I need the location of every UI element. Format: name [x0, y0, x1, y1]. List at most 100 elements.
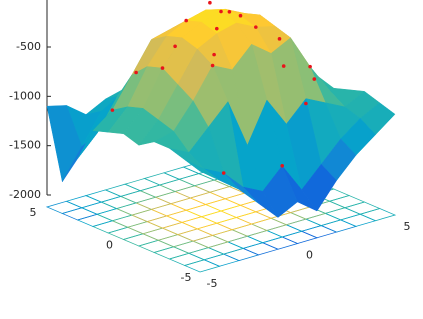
floor-contour: [100, 195, 138, 210]
floor-contour: [104, 183, 142, 197]
floor-contour: [230, 223, 269, 237]
scatter-point: [304, 101, 308, 106]
floor-contour: [176, 228, 214, 242]
scatter-point: [312, 77, 317, 81]
floor-contour: [172, 240, 210, 254]
z-tick-label: -1000: [9, 89, 41, 102]
scatter-point: [227, 10, 232, 14]
surface-cell: [184, 159, 220, 181]
floor-contour: [61, 207, 99, 221]
x-tick-label: 0: [306, 249, 313, 262]
floor-contour: [289, 206, 327, 220]
floor-contour: [168, 252, 206, 266]
scatter-point: [238, 13, 243, 18]
floor-contour: [328, 195, 366, 209]
scatter-point: [280, 164, 285, 168]
scatter-point: [134, 70, 138, 75]
x-tick-label: 5: [404, 220, 411, 233]
floor-contour: [242, 242, 280, 256]
z-tick-label: -500: [16, 40, 41, 53]
floor-contour: [158, 178, 196, 192]
floor-contour: [203, 253, 241, 267]
floor-contour: [130, 208, 168, 223]
floor-contour: [320, 219, 358, 233]
floor-contour: [126, 221, 164, 235]
floor-contour: [261, 236, 299, 250]
y-tick-label: 5: [30, 206, 37, 219]
floor-contour: [169, 197, 207, 211]
floor-contour: [196, 222, 234, 236]
floor-contour: [154, 191, 192, 205]
floor-contour: [235, 211, 273, 225]
floor-contour: [107, 226, 145, 240]
floor-contour: [226, 235, 264, 249]
floor-contour: [165, 209, 203, 223]
floor-contour: [215, 217, 253, 231]
floor-contour: [219, 204, 257, 218]
floor-contour: [150, 203, 188, 217]
floor-contour: [122, 233, 160, 247]
floor-contour: [134, 196, 173, 210]
floor-contour: [119, 190, 157, 204]
floor-contour: [137, 239, 175, 253]
floor-contour: [246, 230, 284, 244]
floor-contour: [339, 213, 377, 227]
floor-contour: [207, 241, 245, 255]
floor-contour: [139, 184, 177, 198]
floor-contour: [161, 221, 199, 236]
floor-contour: [76, 213, 114, 227]
floor-contour: [65, 195, 103, 209]
floor-contour: [300, 225, 338, 239]
floor-contour: [162, 166, 200, 180]
floor-contour: [189, 191, 227, 205]
floor-contour: [143, 172, 181, 186]
floor-contour: [265, 224, 303, 238]
floor-contour: [191, 234, 230, 249]
floor-contour: [187, 247, 225, 261]
scatter-point: [110, 108, 115, 112]
scatter-point: [208, 0, 212, 5]
floor-contour: [343, 201, 381, 215]
scatter-point: [173, 44, 177, 49]
floor-contour: [80, 201, 118, 215]
scatter-point: [184, 18, 188, 23]
scatter-point: [219, 9, 223, 14]
floor-contour: [45, 200, 83, 214]
scatter-point: [212, 52, 216, 57]
floor-contour: [304, 212, 342, 227]
floor-contour: [123, 178, 161, 192]
floor-contour: [222, 247, 260, 262]
z-tick-label: -2000: [9, 188, 41, 201]
floor-contour: [204, 198, 242, 212]
scatter-point: [215, 26, 219, 31]
scatter-point: [254, 25, 258, 29]
floor-contour: [211, 229, 249, 243]
floor-contour: [141, 227, 179, 241]
floor-contour: [146, 215, 184, 229]
scatter-point: [221, 171, 226, 175]
scatter-point: [210, 63, 215, 68]
floor-contour: [324, 207, 362, 221]
floor-contour: [359, 208, 397, 222]
floor-contour: [95, 208, 134, 222]
y-tick-label: -5: [181, 271, 192, 284]
x-tick-label: -5: [207, 277, 218, 290]
scatter-point: [160, 66, 165, 70]
floor-contour: [84, 189, 122, 203]
scatter-point: [281, 64, 286, 68]
floor-contour: [152, 246, 191, 260]
y-tick-label: 0: [106, 239, 113, 252]
floor-contour: [285, 218, 323, 232]
floor-contour: [200, 210, 238, 224]
floor-contour: [111, 214, 149, 228]
floor-contour: [157, 234, 195, 248]
floor-contour: [250, 217, 288, 231]
floor-contour: [115, 202, 153, 216]
floor-contour: [173, 185, 212, 199]
scatter-point: [308, 64, 312, 69]
floor-contour: [91, 220, 129, 234]
scatter-point: [277, 37, 282, 41]
z-tick-label: -1500: [9, 139, 41, 152]
floor-contour: [185, 204, 223, 218]
